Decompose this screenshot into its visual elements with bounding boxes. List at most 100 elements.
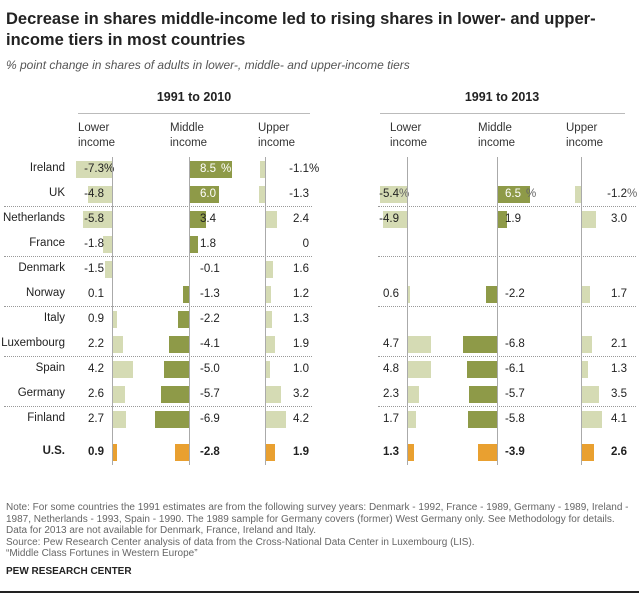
- value-label: 4.2: [293, 413, 309, 425]
- value-label: 6.5: [505, 188, 521, 200]
- bar: [182, 286, 189, 303]
- percent-sign: %: [399, 188, 410, 200]
- value-label: -4.1: [200, 338, 220, 350]
- bar: [265, 444, 275, 461]
- country-label: Germany: [17, 387, 65, 399]
- value-label: -6.9: [200, 413, 220, 425]
- bar: [265, 386, 281, 403]
- value-label: -4.9: [379, 213, 399, 225]
- value-label: 1.9: [293, 338, 309, 350]
- bar: [407, 386, 419, 403]
- value-label: 2.2: [88, 338, 104, 350]
- bar: [189, 236, 198, 253]
- column-header: Lower income: [78, 122, 116, 149]
- bar: [258, 186, 265, 203]
- value-label: -5.8: [505, 413, 525, 425]
- bar: [468, 411, 497, 428]
- bar: [178, 311, 189, 328]
- bar: [112, 311, 117, 328]
- note-text: Note: For some countries the 1991 estima…: [6, 502, 629, 536]
- value-label: 4.8: [383, 363, 399, 375]
- zero-axis: [497, 157, 498, 465]
- country-label: Italy: [43, 312, 65, 324]
- value-label: 4.7: [383, 338, 399, 350]
- value-label: -4.8: [84, 188, 104, 200]
- bar: [83, 211, 112, 228]
- column-header: Lower income: [390, 122, 428, 149]
- value-label: 4.1: [611, 413, 627, 425]
- value-label: 1.0: [293, 363, 309, 375]
- row-divider: [4, 256, 312, 257]
- country-label: U.S.: [42, 445, 65, 457]
- value-label: 8.5: [200, 163, 216, 175]
- bar: [112, 411, 126, 428]
- row-divider: [378, 306, 636, 307]
- row-divider: [4, 206, 312, 207]
- value-label: 3.4: [200, 213, 216, 225]
- value-label: 6.0: [200, 188, 216, 200]
- bar: [382, 211, 407, 228]
- value-label: -5.4: [379, 188, 399, 200]
- zero-axis: [581, 157, 582, 465]
- country-label: Ireland: [29, 162, 65, 174]
- bar: [407, 286, 410, 303]
- value-label: 3.5: [611, 388, 627, 400]
- bar: [407, 361, 431, 378]
- bar: [189, 186, 219, 203]
- bar: [265, 211, 277, 228]
- bar: [575, 186, 581, 203]
- percent-sign: %: [526, 188, 537, 200]
- bar: [168, 336, 189, 353]
- value-label: 1.8: [200, 238, 216, 250]
- bar: [265, 286, 271, 303]
- bar: [112, 386, 125, 403]
- value-label: -7.3: [84, 163, 104, 175]
- value-label: -5.7: [505, 388, 525, 400]
- bar: [407, 336, 431, 353]
- bar: [75, 161, 112, 178]
- bar: [477, 444, 497, 461]
- value-label: -6.1: [505, 363, 525, 375]
- percent-sign: %: [309, 163, 320, 175]
- bar: [160, 386, 189, 403]
- bar: [581, 286, 590, 303]
- value-label: 1.9: [505, 213, 521, 225]
- row-divider: [4, 306, 312, 307]
- chart-subtitle: % point change in shares of adults in lo…: [6, 58, 410, 72]
- bar: [259, 161, 265, 178]
- value-label: -0.1: [200, 263, 220, 275]
- value-label: -1.1: [289, 163, 309, 175]
- value-label: -5.8: [84, 213, 104, 225]
- column-header: Upper income: [566, 122, 604, 149]
- bottom-rule: [0, 591, 639, 593]
- value-label: -6.8: [505, 338, 525, 350]
- value-label: -1.8: [84, 238, 104, 250]
- column-header: Upper income: [258, 122, 296, 149]
- report-title: “Middle Class Fortunes in Western Europe…: [6, 548, 198, 559]
- value-label: 2.6: [611, 446, 627, 458]
- value-label: 0.9: [88, 313, 104, 325]
- bar: [265, 361, 270, 378]
- row-divider: [378, 406, 636, 407]
- value-label: 0.6: [383, 288, 399, 300]
- value-label: 1.2: [293, 288, 309, 300]
- chart-title: Decrease in shares middle-income led to …: [6, 10, 596, 49]
- bar: [466, 361, 497, 378]
- value-label: -1.5: [84, 263, 104, 275]
- bar: [407, 444, 414, 461]
- notes: Note: For some countries the 1991 estima…: [6, 502, 636, 560]
- zero-axis: [189, 157, 190, 465]
- bar: [581, 211, 596, 228]
- value-label: 1.3: [383, 446, 399, 458]
- value-label: -1.3: [200, 288, 220, 300]
- bar: [265, 336, 275, 353]
- value-label: 2.7: [88, 413, 104, 425]
- bar: [463, 336, 497, 353]
- row-divider: [378, 356, 636, 357]
- value-label: -1.3: [289, 188, 309, 200]
- bar: [497, 211, 507, 228]
- value-label: 2.1: [611, 338, 627, 350]
- bar: [265, 311, 272, 328]
- country-label: Norway: [26, 287, 65, 299]
